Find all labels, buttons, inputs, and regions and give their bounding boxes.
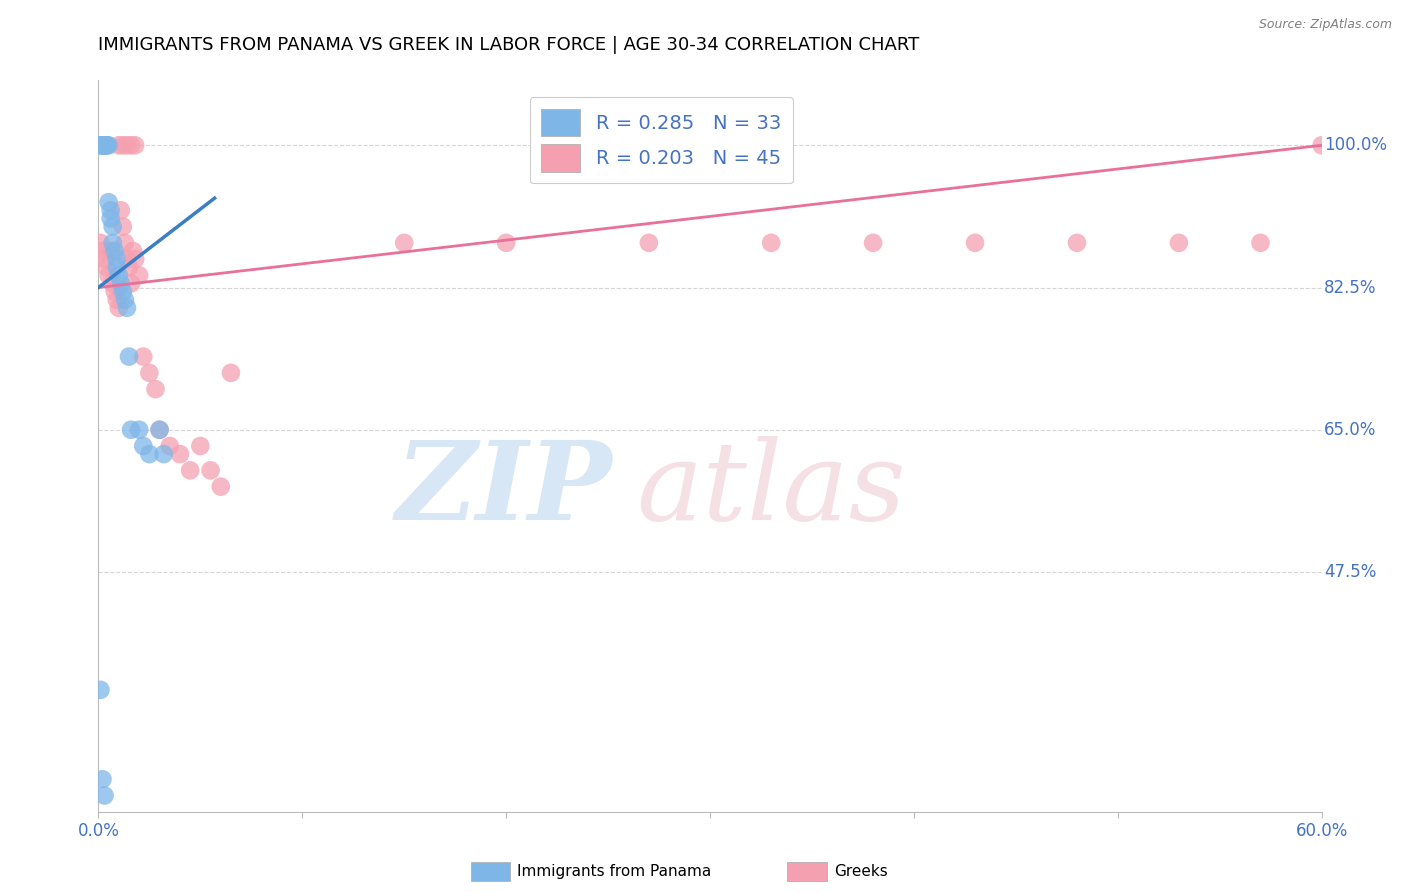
- Point: [111, 138, 134, 153]
- Text: Greeks: Greeks: [834, 864, 887, 879]
- Point: [1167, 235, 1189, 250]
- Text: Source: ZipAtlas.com: Source: ZipAtlas.com: [1258, 18, 1392, 31]
- Point: [120, 138, 142, 153]
- Point: [110, 203, 132, 218]
- Point: [128, 268, 150, 283]
- Point: [118, 350, 141, 364]
- Point: [111, 285, 134, 299]
- Point: [104, 244, 127, 258]
- Point: [132, 439, 155, 453]
- Point: [200, 463, 222, 477]
- Point: [96, 138, 118, 153]
- Point: [152, 447, 174, 461]
- Point: [120, 423, 142, 437]
- Point: [145, 382, 167, 396]
- Point: [108, 268, 131, 283]
- Point: [138, 447, 160, 461]
- Text: 47.5%: 47.5%: [1324, 563, 1376, 581]
- Legend: R = 0.285   N = 33, R = 0.203   N = 45: R = 0.285 N = 33, R = 0.203 N = 45: [530, 97, 793, 184]
- Point: [93, 138, 115, 153]
- Point: [495, 235, 517, 250]
- Point: [179, 463, 201, 477]
- Point: [93, 252, 115, 266]
- Point: [128, 423, 150, 437]
- Point: [89, 138, 111, 153]
- Point: [115, 301, 138, 315]
- Point: [105, 260, 128, 275]
- Point: [97, 138, 120, 153]
- Point: [100, 203, 122, 218]
- Point: [219, 366, 242, 380]
- Point: [1249, 235, 1271, 250]
- Point: [108, 138, 131, 153]
- Point: [97, 195, 120, 210]
- Point: [89, 138, 111, 153]
- Point: [149, 423, 172, 437]
- Point: [124, 252, 146, 266]
- Point: [96, 260, 118, 275]
- Point: [761, 235, 783, 250]
- Point: [101, 277, 124, 291]
- Point: [114, 293, 136, 307]
- Point: [91, 244, 114, 258]
- Text: 100.0%: 100.0%: [1324, 136, 1388, 154]
- Point: [100, 211, 122, 226]
- Point: [93, 138, 115, 153]
- Point: [89, 235, 111, 250]
- Point: [91, 138, 114, 153]
- Point: [93, 789, 115, 803]
- Point: [110, 277, 132, 291]
- Text: Immigrants from Panama: Immigrants from Panama: [517, 864, 711, 879]
- Point: [96, 138, 118, 153]
- Point: [138, 366, 160, 380]
- Point: [1310, 138, 1333, 153]
- Text: IMMIGRANTS FROM PANAMA VS GREEK IN LABOR FORCE | AGE 30-34 CORRELATION CHART: IMMIGRANTS FROM PANAMA VS GREEK IN LABOR…: [98, 36, 920, 54]
- Text: 82.5%: 82.5%: [1324, 278, 1376, 296]
- Point: [97, 268, 120, 283]
- Point: [105, 252, 128, 266]
- Text: 65.0%: 65.0%: [1324, 421, 1376, 439]
- Point: [114, 235, 136, 250]
- Point: [91, 772, 114, 787]
- Point: [169, 447, 191, 461]
- Point: [104, 285, 127, 299]
- Point: [1066, 235, 1088, 250]
- Point: [118, 260, 141, 275]
- Point: [965, 235, 987, 250]
- Point: [122, 244, 145, 258]
- Point: [101, 235, 124, 250]
- Point: [862, 235, 884, 250]
- Point: [132, 350, 155, 364]
- Point: [392, 235, 416, 250]
- Point: [89, 682, 111, 697]
- Point: [91, 138, 114, 153]
- Text: ZIP: ZIP: [395, 436, 612, 543]
- Point: [115, 138, 138, 153]
- Point: [209, 480, 232, 494]
- Point: [115, 252, 138, 266]
- Text: atlas: atlas: [637, 436, 907, 543]
- Point: [101, 219, 124, 234]
- Point: [188, 439, 212, 453]
- Point: [120, 277, 142, 291]
- Point: [149, 423, 172, 437]
- Point: [159, 439, 181, 453]
- Point: [100, 244, 122, 258]
- Point: [96, 138, 118, 153]
- Point: [637, 235, 661, 250]
- Point: [105, 293, 128, 307]
- Point: [108, 301, 131, 315]
- Point: [111, 219, 134, 234]
- Point: [124, 138, 146, 153]
